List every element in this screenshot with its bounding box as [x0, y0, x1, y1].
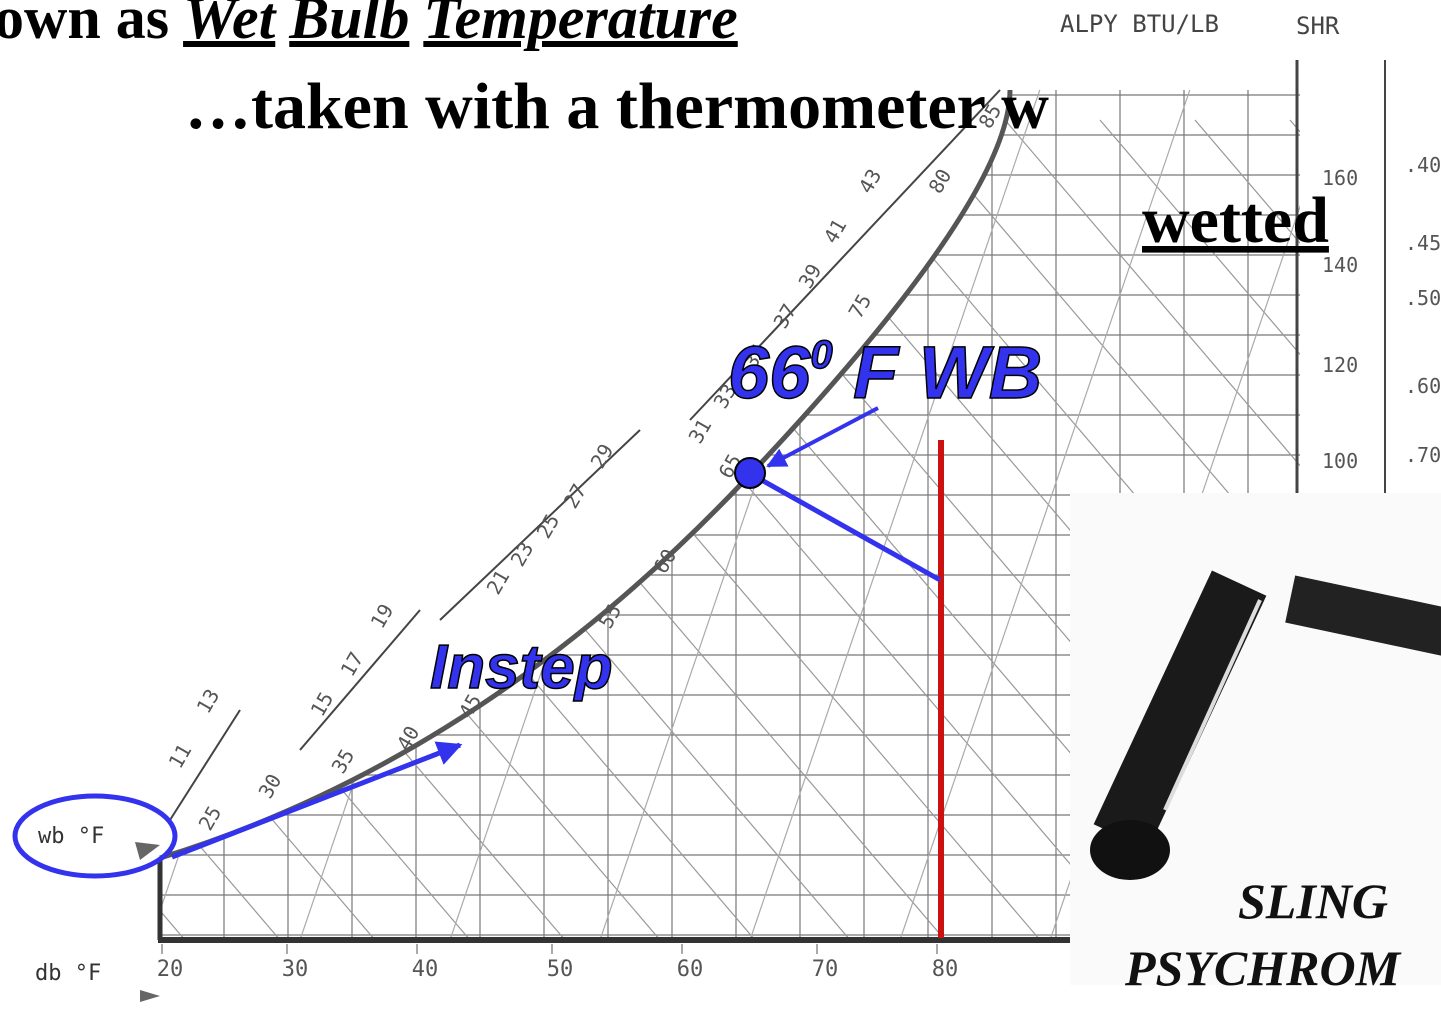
- caption-line: PSYCHROM: [1124, 940, 1402, 996]
- shr-label: SHR: [1296, 12, 1340, 40]
- enthalpy-tick-label: 39: [794, 260, 827, 293]
- enthalpy-scale-label: 120: [1322, 353, 1358, 377]
- saturation-label: 40: [392, 722, 425, 755]
- enthalpy-scale-label: 100: [1322, 449, 1358, 473]
- enthalpy-tick-label: 27: [559, 480, 592, 513]
- db-tick-label: 80: [932, 957, 959, 982]
- shr-scale-label: .60: [1405, 374, 1441, 398]
- enthalpy-tick-label: 13: [192, 685, 225, 718]
- db-tick-label: 70: [812, 957, 839, 982]
- title-term: Temperature: [423, 0, 737, 51]
- wet-bulb-line: [0, 120, 375, 940]
- psychrometer-cap: [1090, 820, 1170, 880]
- wb-degree: 0: [810, 333, 832, 377]
- instep-arrow: [172, 745, 460, 857]
- wet-bulb-line: [0, 120, 280, 940]
- wet-bulb-line: [150, 120, 850, 940]
- title-line: wetted: [1142, 184, 1329, 257]
- db-axis-label: db °F: [35, 961, 101, 986]
- title-line: …taken with a thermometer w: [185, 70, 1049, 143]
- enthalpy-tick-label: 41: [819, 215, 852, 248]
- wb-arrow: [135, 842, 160, 860]
- enthalpy-tick-label: 23: [506, 538, 539, 571]
- db-tick-label: 40: [412, 957, 439, 982]
- instep-callout: Instep: [430, 633, 613, 702]
- enthalpy-tick-label: 19: [366, 600, 399, 633]
- enthalpy-label: ALPY BTU/LB: [1060, 10, 1219, 38]
- saturation-label: 25: [194, 802, 227, 835]
- saturation-label: 35: [327, 745, 360, 778]
- caption-line: SLING: [1238, 873, 1388, 929]
- shr-scale-label: .70: [1405, 443, 1441, 467]
- db-arrow: [140, 990, 160, 1002]
- enthalpy-tick-label: 11: [164, 740, 197, 773]
- enthalpy-tick-label: 25: [532, 510, 565, 543]
- enthalpy-tick-label: 15: [306, 688, 339, 721]
- volume-line: [450, 60, 750, 940]
- wb-value: 66: [728, 331, 811, 414]
- wet-bulb-line: [0, 120, 90, 940]
- enthalpy-tick-label: 21: [482, 566, 515, 599]
- saturation-label: 55: [594, 600, 627, 633]
- wet-bulb-line: [340, 120, 1040, 940]
- enthalpy-tick-label: 31: [684, 415, 717, 448]
- title-term: Bulb: [288, 0, 409, 51]
- wet-bulb-line: [0, 120, 660, 940]
- wb-rest: F WB: [833, 331, 1043, 414]
- shr-scale-label: .50: [1405, 286, 1441, 310]
- db-tick-label: 60: [677, 957, 704, 982]
- db-tick-label: 20: [157, 957, 184, 982]
- enthalpy-tick-label: 43: [854, 165, 887, 198]
- saturation-label: 75: [844, 290, 877, 323]
- wet-bulb-callout: 660 F WB: [728, 331, 1042, 414]
- db-tick-label: 50: [547, 957, 574, 982]
- saturation-curve: [160, 90, 1010, 858]
- volume-line: [0, 60, 150, 940]
- wet-bulb-line: [55, 120, 755, 940]
- db-tick-label: 30: [282, 957, 309, 982]
- saturation-label: 80: [924, 165, 957, 198]
- enthalpy-tick-label: 29: [586, 440, 619, 473]
- slide-text: SLING PSYCHROM own as WetBulb Temperature …ta…: [0, 0, 1441, 996]
- wet-bulb-line: [0, 120, 470, 940]
- wb-axis-label: wb °F: [38, 824, 104, 849]
- slide: 20304050607080db °Fwb °FALPY BTU/LBSHR16…: [0, 0, 1441, 1009]
- title-prefix: own as: [0, 0, 169, 51]
- shr-scale-label: .45: [1405, 231, 1441, 255]
- title-term: Wet: [183, 0, 278, 51]
- state-point: [735, 458, 765, 488]
- page: { "title": { "line1_prefix": "own as", "…: [0, 0, 1441, 1009]
- saturation-label: 30: [254, 770, 287, 803]
- volume-line: [300, 60, 600, 940]
- shr-scale-label: .40: [1405, 153, 1441, 177]
- enthalpy-tick-label: 37: [769, 300, 802, 333]
